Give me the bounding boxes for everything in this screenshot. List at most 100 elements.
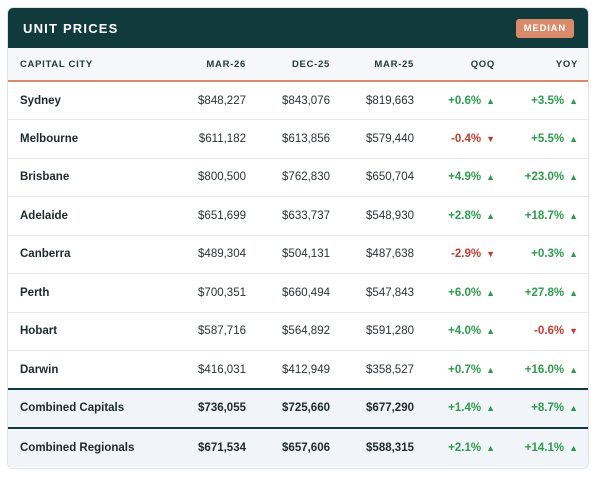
- city-cell: Darwin: [8, 350, 172, 390]
- mar26-cell-value: $416,031: [198, 363, 246, 376]
- mar25-cell: $677,290: [340, 388, 424, 428]
- city-cell-value: Hobart: [20, 325, 58, 338]
- mar25-cell-value: $487,638: [366, 248, 414, 261]
- table-row: Sydney $848,227 $843,076 $819,663 +0.6% ▲ +3.5…: [8, 81, 588, 120]
- qoq-cell-value: +4.0%: [448, 325, 482, 338]
- mar25-cell-value: $650,704: [366, 171, 414, 184]
- yoy-cell: -0.6% ▼: [507, 312, 588, 351]
- table-header-row: CAPITAL CITY MAR-26 DEC-25 MAR-25 QOQ YO…: [8, 48, 588, 82]
- total-row: Combined Capitals $736,055 $725,660 $677,29…: [8, 388, 588, 428]
- column-header-qoq: QOQ: [424, 48, 507, 82]
- arrow-up-icon: ▲: [486, 326, 495, 337]
- mar25-cell: $487,638: [340, 235, 424, 274]
- city-cell: Brisbane: [8, 158, 172, 197]
- mar25-cell: $819,663: [340, 81, 424, 120]
- yoy-cell-value: +0.3%: [531, 248, 565, 261]
- arrow-up-icon: ▲: [569, 403, 578, 414]
- table-row: Hobart $587,716 $564,892 $591,280 +4.0% ▲ -0.6…: [8, 312, 588, 351]
- arrow-up-icon: ▲: [486, 172, 495, 183]
- mar25-cell: $579,440: [340, 119, 424, 159]
- total-row: Combined Regionals $671,534 $657,606 $588,3…: [8, 426, 588, 467]
- mar26-cell-value: $736,055: [198, 402, 246, 415]
- city-cell-value: Combined Regionals: [20, 441, 135, 454]
- city-cell: Perth: [8, 273, 172, 313]
- unit-prices-table: CAPITAL CITY MAR-26 DEC-25 MAR-25 QOQ YO…: [8, 48, 588, 467]
- yoy-cell: +5.5% ▲: [507, 119, 588, 159]
- qoq-cell: +4.9% ▲: [424, 158, 507, 197]
- city-cell: Adelaide: [8, 196, 172, 236]
- mar26-cell-value: $611,182: [198, 132, 246, 145]
- arrow-up-icon: ▲: [569, 210, 578, 221]
- city-cell-value: Brisbane: [20, 171, 70, 184]
- mar25-cell: $591,280: [340, 312, 424, 351]
- mar26-cell: $611,182: [172, 119, 256, 159]
- mar26-cell: $800,500: [172, 158, 256, 197]
- qoq-cell-value: +6.0%: [448, 286, 482, 299]
- qoq-cell-value: +0.7%: [448, 363, 482, 376]
- card-header: UNIT PRICES MEDIAN: [8, 8, 588, 48]
- mar26-cell-value: $848,227: [198, 94, 246, 107]
- city-cell: Sydney: [8, 81, 172, 120]
- qoq-cell-value: +2.1%: [448, 441, 482, 454]
- yoy-cell: +14.1% ▲: [507, 426, 588, 467]
- mar26-cell: $736,055: [172, 388, 256, 428]
- city-cell-value: Adelaide: [20, 209, 68, 222]
- dec25-cell-value: $725,660: [282, 402, 330, 415]
- mar26-cell-value: $800,500: [198, 171, 246, 184]
- yoy-cell-value: +16.0%: [524, 363, 565, 376]
- dec25-cell: $564,892: [256, 312, 340, 351]
- qoq-cell: -0.4% ▼: [424, 119, 507, 159]
- dec25-cell: $725,660: [256, 388, 340, 428]
- table-row: Perth $700,351 $660,494 $547,843 +6.0% ▲ +27.8…: [8, 273, 588, 313]
- yoy-cell: +16.0% ▲: [507, 350, 588, 390]
- mar26-cell: $700,351: [172, 273, 256, 313]
- mar26-cell: $651,699: [172, 196, 256, 236]
- city-cell-value: Sydney: [20, 94, 61, 107]
- dec25-cell-value: $660,494: [282, 286, 330, 299]
- city-cell: Hobart: [8, 312, 172, 351]
- city-cell-value: Melbourne: [20, 132, 79, 145]
- table-row: Canberra $489,304 $504,131 $487,638 -2.9% ▼ +0…: [8, 235, 588, 274]
- dec25-cell-value: $504,131: [282, 248, 330, 261]
- yoy-cell-value: +3.5%: [531, 94, 565, 107]
- table-row: Darwin $416,031 $412,949 $358,527 +0.7% ▲ +16.…: [8, 350, 588, 390]
- yoy-cell-value: +5.5%: [531, 132, 565, 145]
- dec25-cell: $504,131: [256, 235, 340, 274]
- mar26-cell-value: $489,304: [198, 248, 246, 261]
- arrow-up-icon: ▲: [486, 403, 495, 414]
- dec25-cell: $843,076: [256, 81, 340, 120]
- qoq-cell-value: -2.9%: [451, 248, 482, 261]
- arrow-up-icon: ▲: [486, 287, 495, 298]
- dec25-cell: $613,856: [256, 119, 340, 159]
- yoy-cell: +3.5% ▲: [507, 81, 588, 120]
- city-cell: Melbourne: [8, 119, 172, 159]
- mar25-cell-value: $591,280: [366, 325, 414, 338]
- city-cell-value: Perth: [20, 286, 50, 299]
- yoy-cell: +0.3% ▲: [507, 235, 588, 274]
- mar25-cell-value: $358,527: [366, 363, 414, 376]
- city-cell-value: Canberra: [20, 248, 71, 261]
- mar26-cell-value: $700,351: [198, 286, 246, 299]
- column-header-mar26: MAR-26: [172, 48, 256, 82]
- city-cell-value: Darwin: [20, 363, 59, 376]
- arrow-up-icon: ▲: [569, 95, 578, 106]
- city-cell: Canberra: [8, 235, 172, 274]
- yoy-cell: +23.0% ▲: [507, 158, 588, 197]
- arrow-up-icon: ▲: [569, 172, 578, 183]
- yoy-cell: +27.8% ▲: [507, 273, 588, 313]
- arrow-up-icon: ▲: [569, 364, 578, 375]
- yoy-cell-value: +23.0%: [524, 171, 565, 184]
- mar25-cell-value: $579,440: [366, 132, 414, 145]
- dec25-cell-value: $762,830: [282, 171, 330, 184]
- dec25-cell: $660,494: [256, 273, 340, 313]
- city-cell-value: Combined Capitals: [20, 402, 125, 415]
- mar26-cell: $848,227: [172, 81, 256, 120]
- arrow-up-icon: ▲: [486, 442, 495, 453]
- dec25-cell-value: $412,949: [282, 363, 330, 376]
- arrow-up-icon: ▲: [486, 210, 495, 221]
- mar25-cell-value: $677,290: [366, 402, 414, 415]
- qoq-cell: +0.7% ▲: [424, 350, 507, 390]
- column-header-dec25: DEC-25: [256, 48, 340, 82]
- dec25-cell-value: $613,856: [282, 132, 330, 145]
- table-body: Sydney $848,227 $843,076 $819,663 +0.6% ▲ +3.5…: [8, 81, 588, 467]
